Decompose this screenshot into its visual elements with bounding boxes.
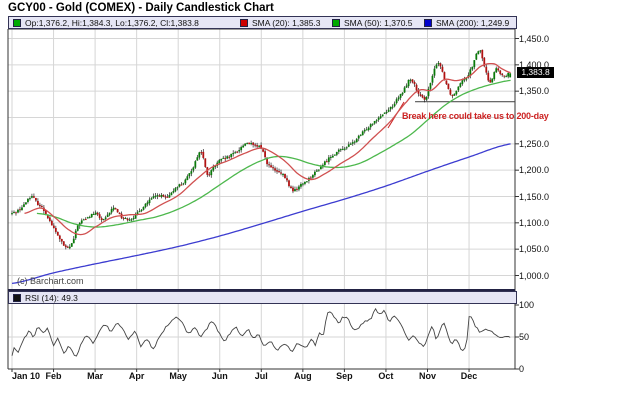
legend-item-sma200: SMA (200): 1,249.9 <box>424 17 510 28</box>
month-label: Mar <box>87 371 104 381</box>
month-label: Sep <box>336 371 353 381</box>
price-axis-label: 1,100.0 <box>519 217 550 228</box>
sma50-line <box>36 79 511 228</box>
sma20-swatch-icon <box>240 18 248 27</box>
legend-item-label: SMA (200): 1,249.9 <box>436 17 510 28</box>
month-label: Jul <box>254 371 268 381</box>
price-axis-label: 1,150.0 <box>519 191 550 202</box>
legend-item-sma50: SMA (50): 1,370.5 <box>332 17 413 28</box>
annotation-text: Break here could take us to 200-day <box>402 111 549 121</box>
price-axis-label: 1,350.0 <box>519 86 550 97</box>
price-axis-label: 1,000.0 <box>519 270 550 281</box>
month-label: Apr <box>128 371 145 381</box>
price-axis-label: 1,450.0 <box>519 33 550 44</box>
last-price-badge: 1,383.8 <box>517 67 554 78</box>
month-label: Oct <box>378 371 394 381</box>
legend-item-label: Op:1,376.2, Hi:1,384.3, Lo:1,376.2, Cl:1… <box>25 17 199 28</box>
legend-item-ohlc: Op:1,376.2, Hi:1,384.3, Lo:1,376.2, Cl:1… <box>13 17 199 28</box>
legend-item-rsi: RSI (14): 49.3 <box>13 292 78 303</box>
rsi-axis-label: 0 <box>519 364 525 374</box>
page-title: GCY00 - Gold (COMEX) - Daily Candlestick… <box>8 2 274 14</box>
month-label: Dec <box>460 371 478 381</box>
month-label: Nov <box>418 371 437 381</box>
price-axis-label: 1,200.0 <box>519 165 550 176</box>
price-axis-label: 1,050.0 <box>519 244 550 255</box>
sma200-line <box>11 143 511 285</box>
month-label: Aug <box>294 371 312 381</box>
candlesticks <box>11 49 512 250</box>
sma20-line <box>24 62 511 236</box>
rsi-legend: RSI (14): 49.3 <box>8 291 517 304</box>
month-label: Feb <box>45 371 62 381</box>
legend-item-label: RSI (14): 49.3 <box>25 292 78 303</box>
price-axis-label: 1,250.0 <box>519 138 550 149</box>
rsi-line <box>11 307 511 357</box>
sma50-swatch-icon <box>332 18 340 27</box>
ohlc-swatch-icon <box>13 18 21 27</box>
legend-item-label: SMA (20): 1,385.3 <box>252 17 321 28</box>
month-label: Jun <box>211 371 228 381</box>
rsi-axis-label: 50 <box>519 332 530 342</box>
rsi-axis-label: 100 <box>519 300 535 310</box>
month-label: May <box>169 371 187 381</box>
legend-item-sma20: SMA (20): 1,385.3 <box>240 17 321 28</box>
legend-item-label: SMA (50): 1,370.5 <box>344 17 413 28</box>
copyright-text: (c) Barchart.com <box>17 276 84 286</box>
month-label: Jan 10 <box>12 371 41 381</box>
rsi-swatch-icon <box>13 293 21 302</box>
ohlc-sma-legend: Op:1,376.2, Hi:1,384.3, Lo:1,376.2, Cl:1… <box>8 16 517 29</box>
price-axis-label: 1,400.0 <box>519 59 550 70</box>
sma200-swatch-icon <box>424 18 432 27</box>
